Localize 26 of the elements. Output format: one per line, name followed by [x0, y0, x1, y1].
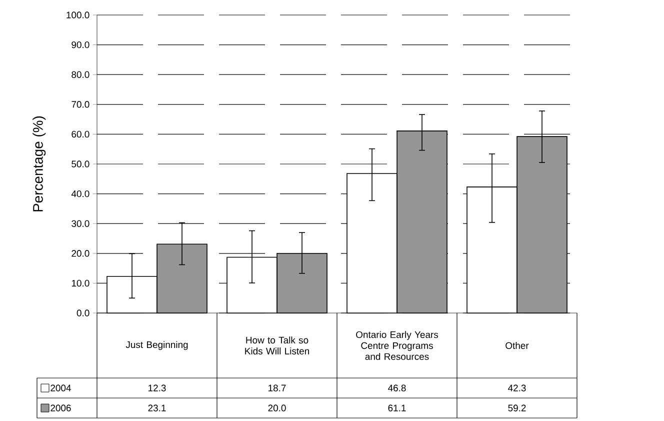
y-tick-label: 60.0: [72, 130, 90, 138]
y-tick-label: 0.0: [76, 310, 90, 316]
legend-label: 2004: [50, 384, 71, 392]
data-label: 59.2: [508, 404, 526, 412]
data-label: 23.1: [148, 404, 166, 412]
y-tick-label: 100.0: [66, 12, 90, 18]
y-axis-title: Percentage (%): [32, 116, 46, 212]
data-label: 20.0: [268, 404, 286, 412]
data-label: 46.8: [388, 384, 406, 392]
x-tick-label: Other: [506, 342, 529, 349]
x-tick-label: Ontario Early Years Centre Programs and Resources: [356, 331, 438, 360]
y-tick-label: 80.0: [72, 71, 90, 78]
data-label: 61.1: [388, 404, 406, 412]
y-tick-label: 90.0: [72, 41, 90, 48]
data-label: 42.3: [508, 384, 526, 392]
y-tick-label: 40.0: [71, 190, 90, 198]
x-tick-label: How to Talk so Kids Will Listen: [245, 336, 309, 354]
y-tick-label: 70.0: [72, 101, 90, 108]
y-tick-label: 50.0: [72, 160, 90, 168]
x-tick-label: Just Beginning: [126, 341, 188, 350]
data-label: 18.7: [268, 384, 286, 392]
data-label: 12.3: [148, 384, 166, 392]
y-tick-label: 20.0: [72, 250, 90, 257]
y-tick-label: 30.0: [72, 220, 90, 227]
y-tick-label: 10.0: [72, 280, 90, 287]
legend-label: 2006: [50, 404, 71, 412]
